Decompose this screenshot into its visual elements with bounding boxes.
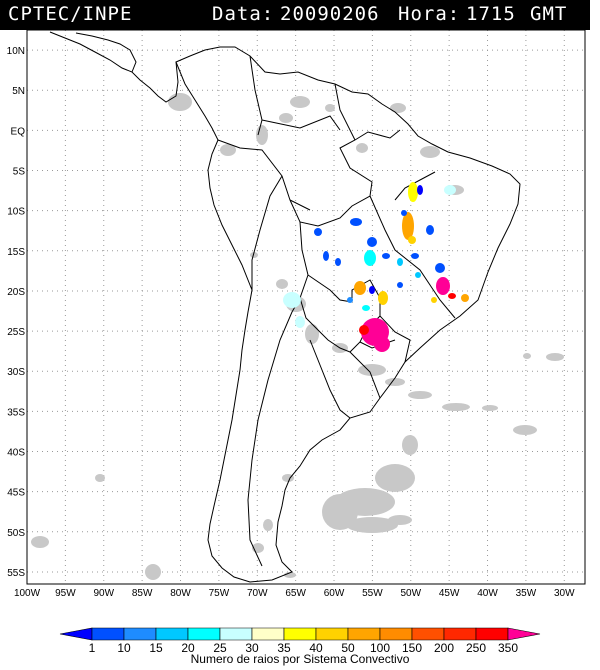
lon-tick-label: 75W — [209, 588, 230, 599]
lon-tick-label: 100W — [14, 588, 41, 599]
time-label: Hora: — [398, 3, 461, 25]
legend-tick-label: 150 — [402, 641, 422, 655]
lat-lon-grid: 10N 5N EQ 5S 10S 15S 20S 25S 30S 35S 40S 45S 50S 55S 1… — [7, 30, 585, 599]
date-value: 20090206 — [280, 3, 380, 25]
legend-swatch — [219, 627, 253, 641]
lat-tick-label: 5N — [12, 86, 25, 97]
lightning-cells — [283, 182, 469, 352]
legend-swatch — [315, 627, 349, 641]
map-header: CPTEC/INPE Data: 20090206 Hora: 1715 GMT — [0, 0, 590, 30]
legend-tick-label: 35 — [277, 641, 291, 655]
lat-tick-label: 55S — [7, 568, 25, 579]
legend-tick-label: 50 — [341, 641, 355, 655]
country-borders — [217, 55, 456, 567]
lon-tick-label: 40W — [477, 588, 498, 599]
lat-tick-label: 30S — [7, 367, 25, 378]
lat-tick-label: 45S — [7, 488, 25, 499]
legend-swatch — [411, 627, 445, 641]
lon-tick-label: 30W — [554, 588, 575, 599]
legend-tick-label: 350 — [498, 641, 518, 655]
color-legend: 1 10 15 20 25 30 35 40 50 100 150 200 250 350 — [59, 627, 541, 655]
legend-tick-label: 20 — [181, 641, 195, 655]
map-frame — [26, 29, 586, 585]
lon-tick-label: 35W — [516, 588, 537, 599]
lat-tick-label: 40S — [7, 448, 25, 459]
lon-tick-label: 55W — [362, 588, 383, 599]
legend-swatch — [507, 627, 541, 641]
lon-tick-label: 95W — [55, 588, 76, 599]
south-america-coast — [175, 46, 521, 583]
lon-tick-label: 70W — [247, 588, 268, 599]
legend-caption: Numero de raios por Sistema Convectivo — [190, 652, 410, 666]
legend-swatch — [443, 627, 477, 641]
legend-swatch — [91, 627, 125, 641]
legend-tick-label: 100 — [370, 641, 390, 655]
legend-swatch — [187, 627, 221, 641]
lon-tick-label: 80W — [170, 588, 191, 599]
lon-tick-label: 60W — [324, 588, 345, 599]
org-title: CPTEC/INPE — [8, 3, 133, 25]
lat-tick-label: 25S — [7, 327, 25, 338]
legend-tick-label: 15 — [149, 641, 163, 655]
coastlines-borders — [49, 31, 521, 583]
lon-tick-label: 65W — [285, 588, 306, 599]
legend-swatch — [283, 627, 317, 641]
lon-tick-label: 45W — [439, 588, 460, 599]
lon-tick-label: 50W — [400, 588, 421, 599]
lon-tick-label: 85W — [132, 588, 153, 599]
legend-tick-label: 30 — [245, 641, 259, 655]
legend-tick-label: 25 — [213, 641, 227, 655]
lat-tick-label: 15S — [7, 247, 25, 258]
legend-tick-label: 250 — [466, 641, 486, 655]
time-value: 1715 — [466, 3, 516, 25]
lat-tick-label: 10N — [7, 46, 25, 57]
legend-tick-label: 1 — [89, 641, 96, 655]
legend-swatch — [123, 627, 157, 641]
lat-tick-label: 5S — [13, 167, 26, 178]
lat-tick-label: 20S — [7, 287, 25, 298]
central-america-coast — [49, 31, 179, 103]
legend-tick-label: 10 — [117, 641, 131, 655]
lat-tick-label: 50S — [7, 528, 25, 539]
legend-swatch — [251, 627, 285, 641]
legend-swatch — [475, 627, 509, 641]
legend-swatch — [347, 627, 381, 641]
lat-tick-label: 10S — [7, 207, 25, 218]
cloud-areas — [31, 93, 564, 580]
lat-tick-label: EQ — [11, 126, 26, 137]
legend-tick-label: 40 — [309, 641, 323, 655]
legend-swatch — [59, 627, 93, 641]
lat-tick-label: 35S — [7, 407, 25, 418]
date-label: Data: — [212, 3, 275, 25]
legend-swatch — [379, 627, 413, 641]
timezone-value: GMT — [530, 3, 568, 25]
legend-swatch — [155, 627, 189, 641]
lon-tick-label: 90W — [93, 588, 114, 599]
legend-tick-label: 200 — [434, 641, 454, 655]
